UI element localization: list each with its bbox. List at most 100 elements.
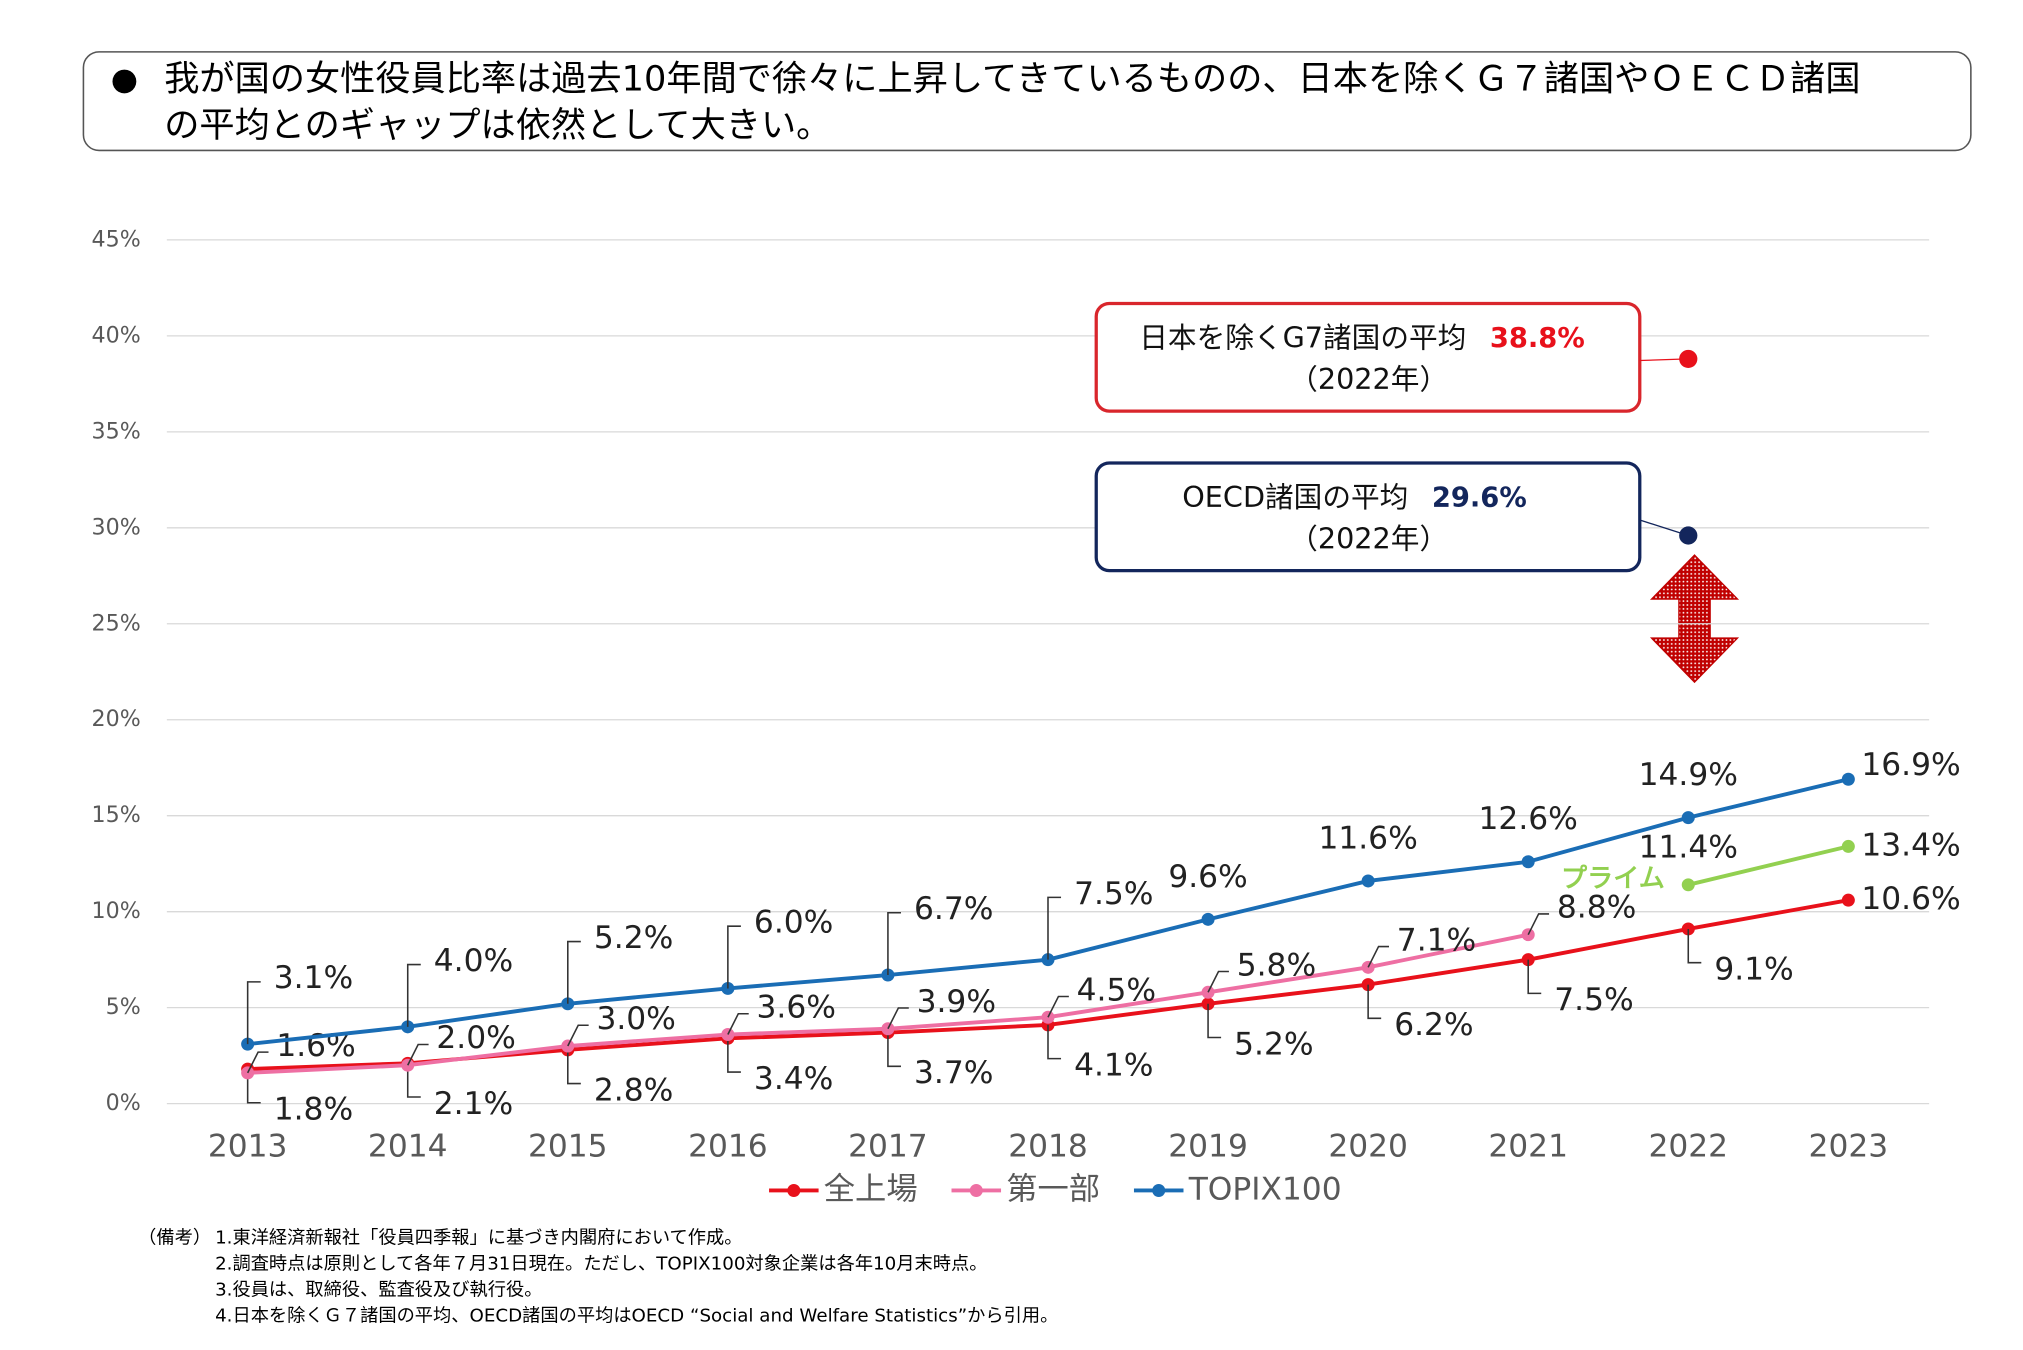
x-tick-label: 2023 [1809, 1129, 1889, 1165]
legend-label: 第一部 [1006, 1172, 1100, 1208]
x-tick-label: 2016 [688, 1129, 768, 1165]
callout-year: （2022年） [1289, 522, 1448, 556]
leader-line [1047, 995, 1069, 1018]
data-label: 3.1% [274, 960, 353, 996]
data-label: 5.2% [594, 920, 673, 956]
data-label: 2.1% [434, 1086, 513, 1122]
data-label: 6.0% [754, 905, 833, 941]
data-label: 3.6% [757, 990, 836, 1026]
y-tick-label: 0% [106, 1090, 141, 1116]
data-label: 1.8% [274, 1092, 353, 1128]
reference-point [1679, 526, 1698, 545]
leader-line [567, 940, 581, 1004]
note-head: （備考） [138, 1228, 211, 1249]
leader-line [406, 1063, 421, 1098]
leader-line [1527, 959, 1542, 995]
data-label: 2.0% [436, 1020, 515, 1056]
data-point [1681, 811, 1695, 825]
data-point [1521, 855, 1535, 869]
reference-point [1679, 349, 1698, 368]
data-label: 7.5% [1554, 982, 1633, 1018]
leader-line [1367, 945, 1389, 968]
leader-line [407, 1043, 429, 1066]
note: 3.役員は、取締役、監査役及び執行役。 [215, 1279, 542, 1300]
leader-line [1367, 984, 1382, 1020]
leader-line [1047, 1024, 1062, 1060]
data-point [1361, 874, 1375, 888]
leader-line [567, 1049, 581, 1085]
data-label: 3.4% [754, 1061, 833, 1097]
series-line [1687, 844, 1849, 887]
x-tick-label: 2021 [1488, 1129, 1568, 1165]
data-label: 9.1% [1714, 951, 1793, 987]
x-tick-label: 2013 [208, 1129, 288, 1165]
data-label: 6.2% [1394, 1007, 1473, 1043]
y-tick-label: 25% [92, 610, 141, 636]
leader-line [887, 1032, 901, 1068]
note: 1.東洋経済新報社「役員四季報」に基づき内閣府において作成。 [215, 1228, 742, 1249]
data-point [1201, 912, 1215, 926]
legend-label: 全上場 [824, 1172, 918, 1208]
legend-marker [969, 1184, 983, 1197]
leader-line [727, 1012, 749, 1035]
leader-line [567, 1024, 589, 1047]
leader-line [887, 1007, 909, 1030]
data-label: 11.6% [1318, 821, 1417, 857]
callout-label: OECD諸国の平均 [1182, 480, 1408, 514]
bullet: ● [111, 61, 138, 97]
x-tick-label: 2017 [848, 1129, 928, 1165]
y-tick-label: 35% [92, 418, 141, 444]
x-tick-label: 2018 [1008, 1129, 1088, 1165]
data-point [1041, 1010, 1055, 1024]
y-tick-label: 30% [92, 514, 141, 540]
data-label: 6.7% [914, 891, 993, 927]
header-line: 我が国の女性役員比率は過去10年間で徐々に上昇してきているものの、日本を除くＧ７… [164, 58, 1860, 99]
leader-line [727, 1038, 741, 1073]
leader-line [1527, 913, 1550, 936]
callout-box [1094, 301, 1642, 413]
data-label: 2.8% [594, 1072, 673, 1108]
header-box [82, 51, 1972, 152]
x-tick-label: 2014 [368, 1129, 448, 1165]
data-label: 7.5% [1074, 876, 1153, 912]
header-line: の平均とのギャップは依然として大きい。 [164, 105, 831, 146]
y-tick-label: 20% [92, 706, 141, 732]
leader-line [406, 963, 421, 1027]
data-label: 5.8% [1237, 947, 1316, 983]
data-label: 3.7% [914, 1055, 993, 1091]
leader-line [1047, 896, 1062, 960]
x-tick-label: 2019 [1168, 1129, 1248, 1165]
y-tick-label: 10% [92, 898, 141, 924]
y-tick-label: 15% [92, 802, 141, 828]
gap-arrow [1649, 554, 1740, 684]
data-label: 8.8% [1557, 890, 1636, 926]
data-label: 3.9% [917, 984, 996, 1020]
callout-year: （2022年） [1289, 362, 1448, 396]
data-point [881, 1022, 895, 1036]
leader-line [1207, 970, 1229, 993]
leader-line [246, 1051, 269, 1074]
series-label: プライム [1561, 864, 1665, 894]
note: 2.調査時点は原則として各年７月31日現在。ただし、TOPIX100対象企業は各… [215, 1253, 987, 1274]
leader-line [1687, 928, 1702, 964]
data-label: 3.0% [596, 1001, 675, 1037]
data-point [1681, 878, 1695, 892]
data-point [1841, 772, 1855, 786]
y-tick-label: 5% [106, 994, 141, 1020]
note: 4.日本を除くＧ７諸国の平均、OECD諸国の平均はOECD “Social an… [215, 1305, 1058, 1326]
data-label: 5.2% [1234, 1026, 1313, 1062]
callout-box [1094, 461, 1642, 573]
x-tick-label: 2022 [1648, 1129, 1728, 1165]
legend-marker [1152, 1184, 1166, 1197]
x-tick-label: 2015 [528, 1129, 608, 1165]
y-tick-label: 45% [92, 226, 141, 252]
callout-label: 日本を除くG7諸国の平均 [1139, 321, 1466, 355]
leader-line [1207, 1003, 1222, 1039]
leader-line [887, 911, 901, 976]
data-label: 16.9% [1861, 747, 1960, 783]
data-label: 4.1% [1074, 1047, 1153, 1083]
callout-value: 29.6% [1432, 483, 1527, 514]
data-point [1841, 893, 1855, 907]
data-label: 12.6% [1479, 801, 1578, 837]
